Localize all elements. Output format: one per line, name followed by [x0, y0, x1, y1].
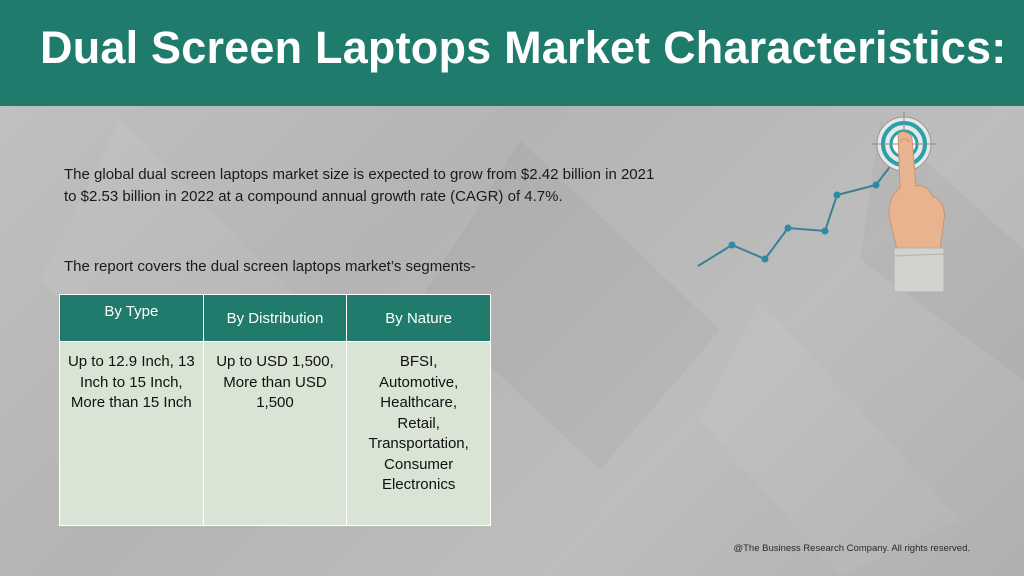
page-title: Dual Screen Laptops Market Characteristi… [40, 22, 1007, 73]
by-distribution-values: Up to USD 1,500, More than USD 1,500 [216, 353, 334, 411]
cell-by-type: Up to 12.9 Inch, 13 Inch to 15 Inch, Mor… [59, 341, 204, 526]
header-bar: Dual Screen Laptops Market Characteristi… [0, 0, 1024, 106]
segments-intro: The report covers the dual screen laptop… [64, 258, 476, 275]
cell-by-distribution: Up to USD 1,500, More than USD 1,500 [202, 341, 348, 526]
segments-content-row: Up to 12.9 Inch, 13 Inch to 15 Inch, Mor… [59, 341, 491, 526]
by-nature-values: BFSI, Automotive, Healthcare, Retail, Tr… [368, 353, 469, 493]
segments-table: By Type By Distribution By Nature Up to … [59, 294, 491, 526]
growth-chart-with-target-and-hand-icon [697, 112, 945, 293]
segments-header-row: By Type By Distribution By Nature [59, 294, 491, 342]
header-by-type: By Type [59, 294, 204, 342]
by-type-values: Up to 12.9 Inch, 13 Inch to 15 Inch, Mor… [67, 353, 195, 411]
intro-paragraph: The global dual screen laptops market si… [64, 166, 655, 205]
header-by-distribution: By Distribution [202, 294, 348, 342]
cell-by-nature: BFSI, Automotive, Healthcare, Retail, Tr… [346, 341, 491, 526]
footer-copyright: @The Business Research Company. All righ… [733, 543, 970, 554]
header-by-nature: By Nature [346, 294, 491, 342]
